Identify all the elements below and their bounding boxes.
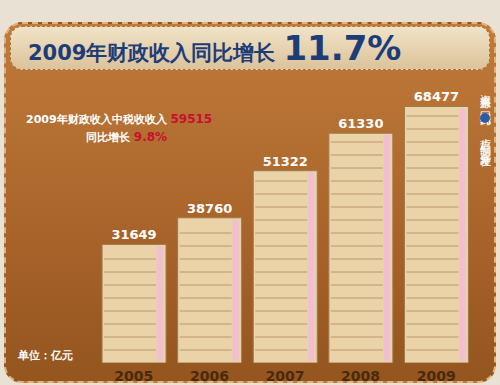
html-text:单位：亿元: 单位：亿元 xyxy=(18,349,73,362)
html-text:2009年财政收入同比增长 11.7%: 2009年财政收入同比增长 11.7% xyxy=(28,28,402,68)
svg-text:2005: 2005 xyxy=(114,368,153,384)
html-text:卢哲 编制: 卢哲 编制 xyxy=(479,129,492,138)
svg-text:2006: 2006 xyxy=(190,368,229,384)
html-text:新华社发: 新华社发 xyxy=(479,143,492,148)
html-text:同比增长 9.8%: 同比增长 9.8% xyxy=(86,130,168,144)
svg-text:38760: 38760 xyxy=(187,201,232,216)
svg-text:2008: 2008 xyxy=(341,368,380,384)
svg-text:61330: 61330 xyxy=(338,116,383,131)
svg-text:68477: 68477 xyxy=(414,89,459,104)
html-text:2009年财政收入中税收收入 59515: 2009年财政收入中税收收入 59515 xyxy=(26,112,213,126)
svg-text:2007: 2007 xyxy=(266,368,305,384)
svg-text:31649: 31649 xyxy=(111,227,156,242)
svg-text:51322: 51322 xyxy=(263,154,308,169)
svg-text:2009: 2009 xyxy=(417,368,456,384)
html-text:资料来源：国家统计局: 资料来源：国家统计局 xyxy=(479,86,492,107)
